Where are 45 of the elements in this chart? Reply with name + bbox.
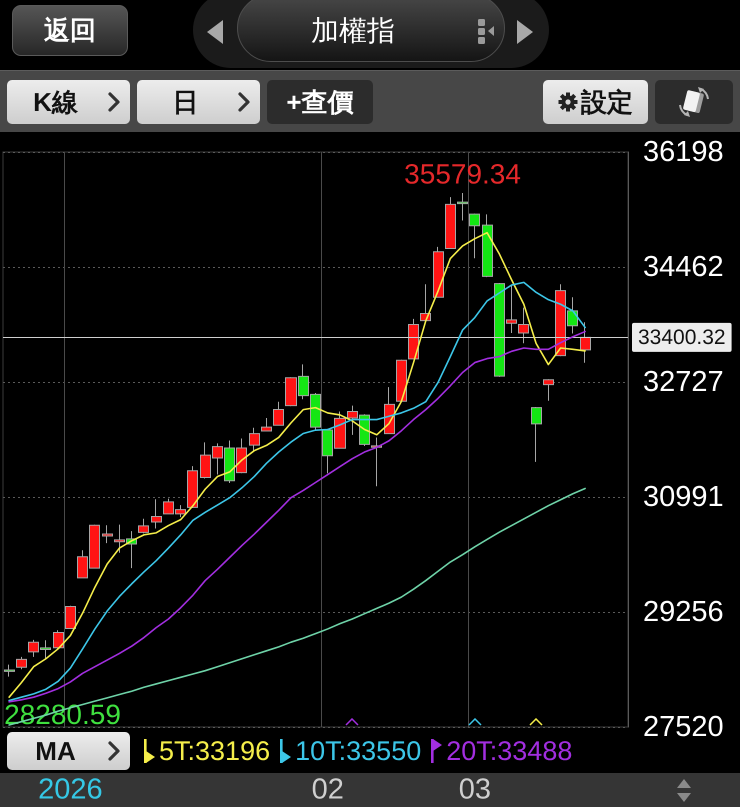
candlestick — [4, 664, 15, 678]
legend-title: MA — [35, 736, 76, 766]
y-tick-label: 29256 — [643, 596, 724, 628]
candlestick — [65, 605, 76, 630]
candlestick — [482, 214, 493, 278]
ref-line-label: 33400.32 — [638, 326, 726, 349]
chart-title: 加權指 — [310, 14, 396, 48]
x-tick-label: 03 — [458, 774, 491, 806]
candlestick — [580, 322, 591, 364]
candlestick — [249, 427, 260, 451]
candlestick — [261, 418, 272, 432]
x-tick-label: 2026 — [38, 774, 103, 806]
legend-label: 20T:33488 — [446, 736, 572, 766]
y-tick-label: 30991 — [643, 481, 724, 514]
candlestick — [187, 466, 198, 509]
back-button: 返回 — [12, 5, 128, 56]
candlestick — [16, 656, 27, 670]
candlestick — [396, 359, 407, 402]
indicator-button: MA — [7, 732, 130, 770]
candlestick — [433, 246, 444, 298]
candlestick — [273, 401, 284, 426]
candlestick — [457, 192, 468, 222]
candlestick — [151, 498, 162, 529]
y-tick-label: 34462 — [643, 251, 724, 284]
y-tick-label: 27520 — [643, 711, 724, 743]
candlestick — [138, 518, 149, 534]
x-tick-label: 02 — [312, 774, 344, 806]
period-button: 日 — [137, 80, 260, 124]
candlestick — [53, 630, 64, 650]
chart-type-button: K線 — [7, 80, 130, 124]
candlestick — [518, 307, 529, 344]
legend-label: 5T:33196 — [159, 736, 270, 766]
candlestick — [102, 524, 113, 544]
candlestick — [543, 378, 554, 402]
y-tick-label: 36198 — [643, 136, 724, 168]
candlestick — [469, 212, 480, 259]
candlestick — [408, 318, 419, 360]
candlestick — [371, 437, 382, 487]
y-tick-label: 32727 — [643, 366, 724, 398]
legend-label: 10T:33550 — [295, 736, 422, 766]
annotation: 35579.34 — [404, 158, 521, 190]
settings-button: 設定 — [543, 80, 648, 124]
candlestick — [531, 406, 542, 462]
candlestick — [445, 196, 456, 250]
quote-button: +查價 — [267, 80, 373, 124]
